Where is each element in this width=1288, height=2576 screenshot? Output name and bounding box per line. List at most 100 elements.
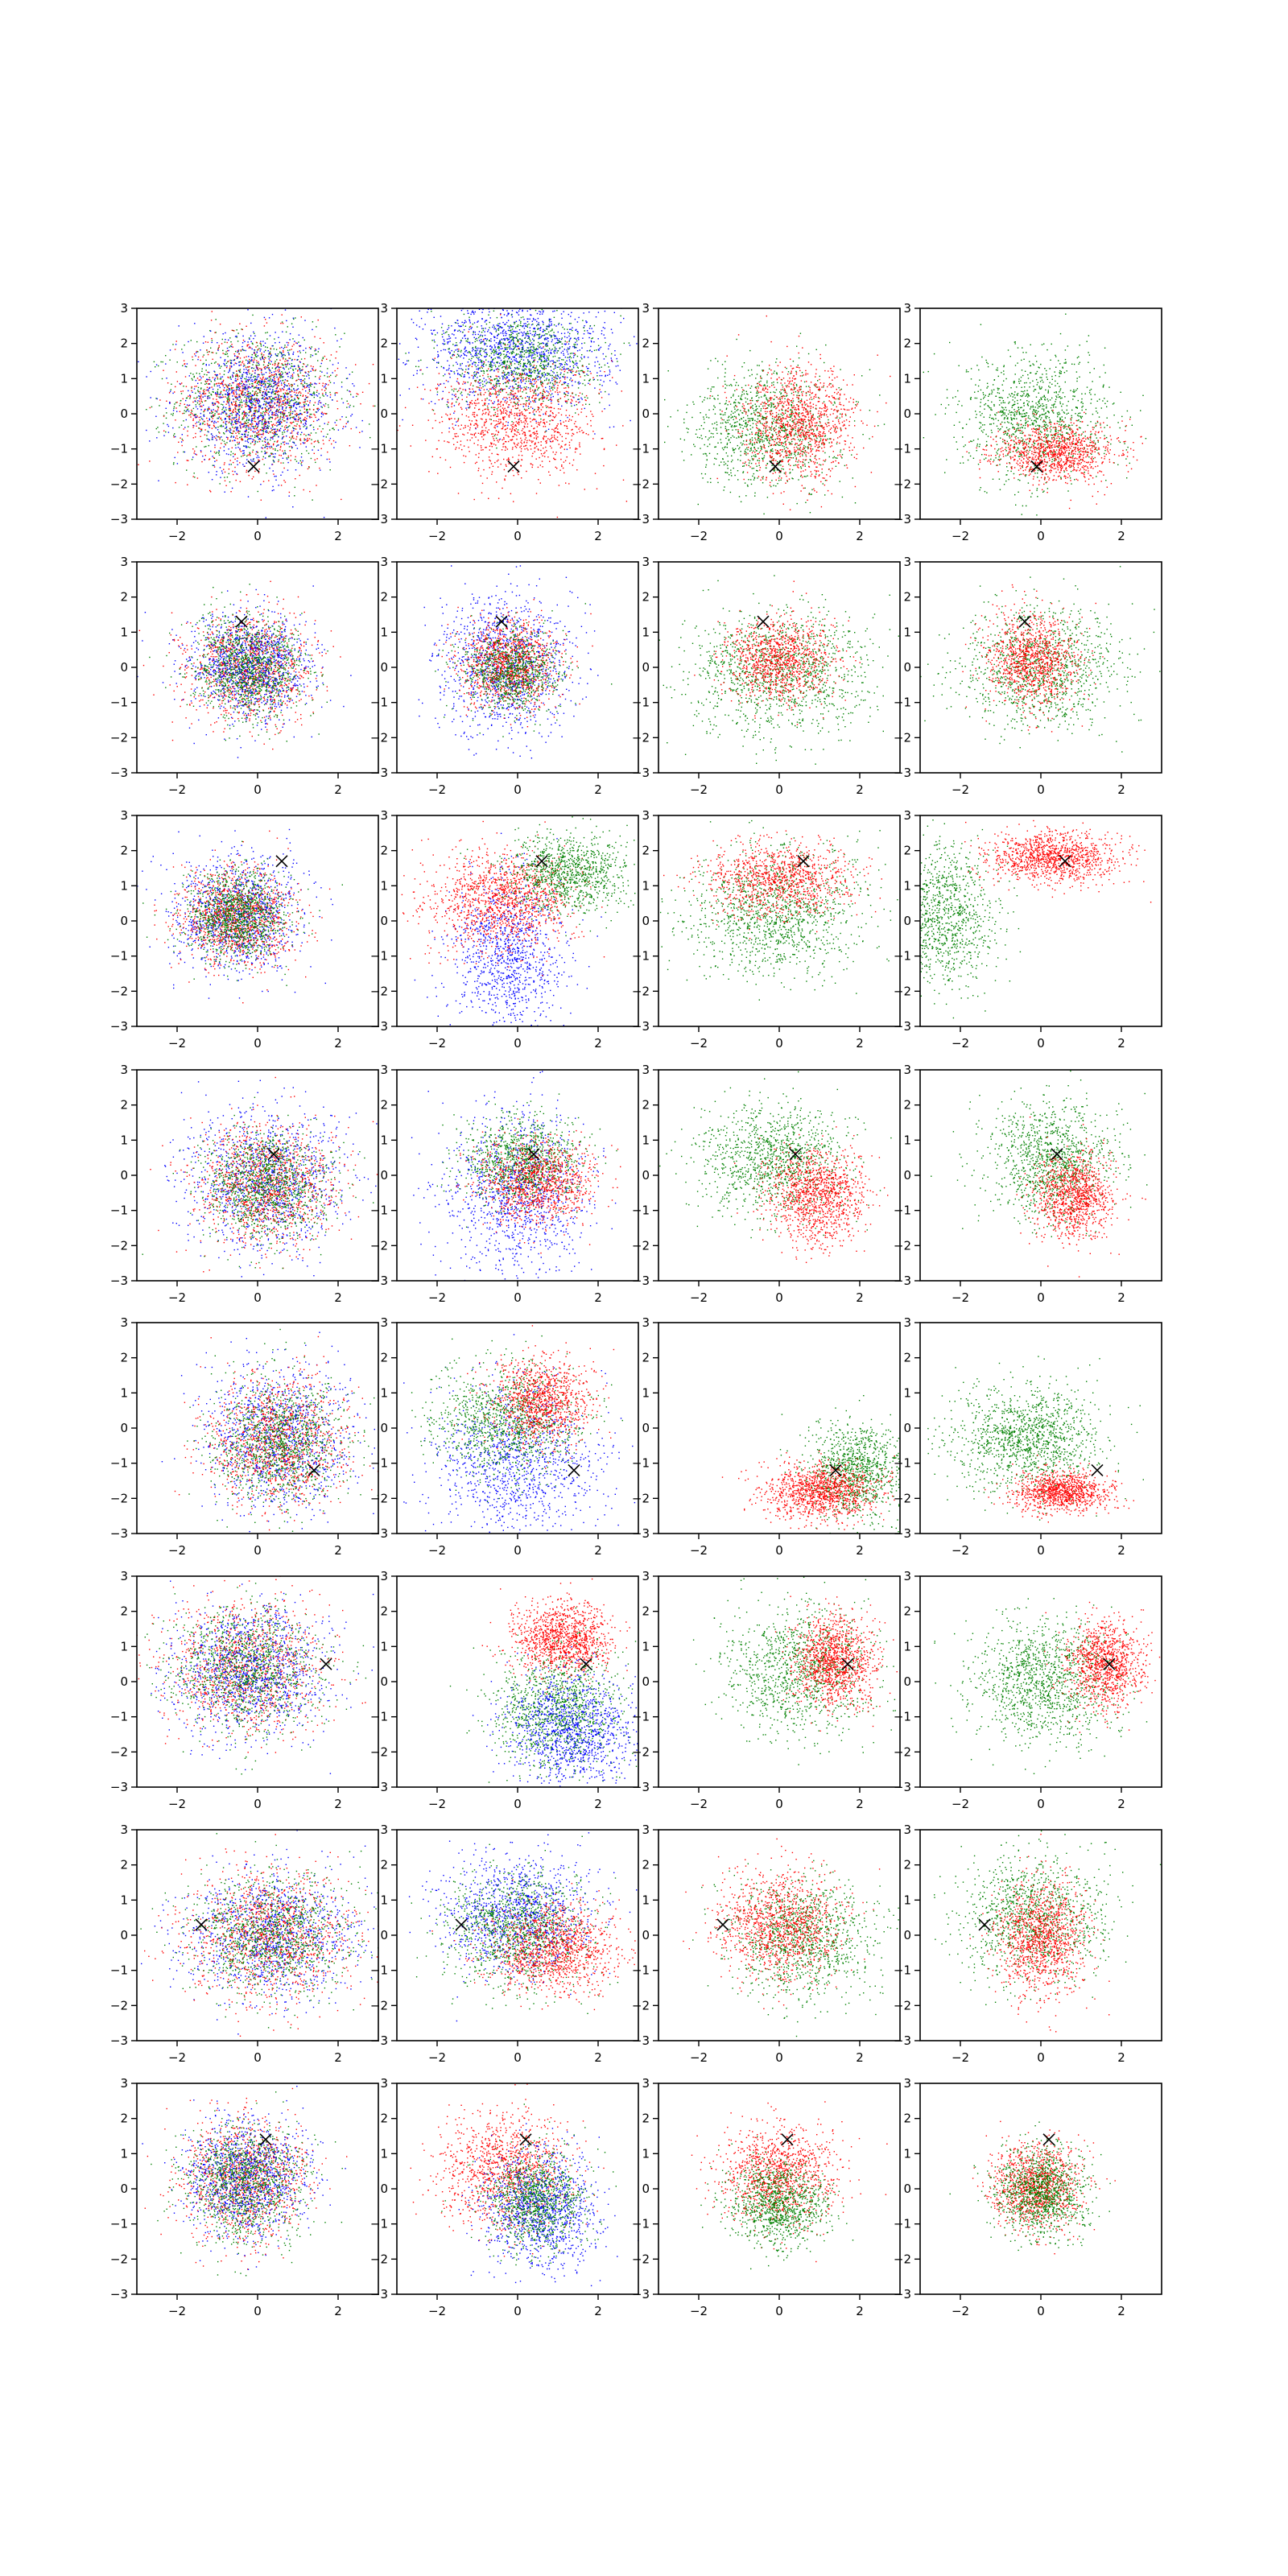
point — [287, 350, 288, 351]
point — [300, 434, 301, 435]
point — [311, 414, 312, 415]
point — [177, 361, 178, 362]
point — [245, 384, 246, 385]
point — [264, 401, 265, 402]
point — [239, 449, 240, 450]
point — [230, 423, 231, 424]
point — [329, 360, 330, 361]
point — [265, 332, 266, 333]
point — [313, 391, 314, 392]
point — [201, 401, 202, 402]
point — [545, 337, 546, 338]
point — [552, 340, 553, 341]
point — [221, 412, 222, 413]
point — [289, 388, 290, 389]
point — [242, 329, 243, 330]
point — [286, 407, 287, 408]
point — [291, 385, 292, 386]
point — [216, 374, 217, 375]
point — [295, 380, 296, 381]
point — [290, 432, 291, 433]
point — [247, 309, 248, 310]
point — [434, 340, 435, 341]
point — [497, 368, 498, 369]
point — [275, 431, 276, 432]
point — [268, 362, 269, 363]
point — [248, 442, 249, 443]
point — [243, 383, 244, 384]
point — [243, 400, 244, 401]
point — [248, 387, 249, 388]
point — [306, 428, 307, 429]
point — [284, 450, 285, 451]
point — [616, 365, 617, 366]
point — [494, 340, 495, 341]
point — [415, 338, 416, 339]
point — [310, 382, 311, 383]
point — [496, 362, 497, 363]
point — [502, 348, 503, 349]
point — [289, 425, 290, 426]
point — [232, 422, 233, 423]
point — [281, 371, 282, 372]
point — [244, 378, 245, 379]
point — [272, 375, 273, 376]
point — [288, 354, 289, 355]
point — [284, 386, 285, 387]
point — [209, 424, 210, 425]
point — [528, 387, 529, 388]
point — [272, 439, 273, 440]
y-tick-label: −3 — [110, 512, 128, 526]
point — [214, 380, 215, 381]
point — [276, 377, 277, 378]
point — [282, 374, 283, 375]
point — [313, 421, 314, 422]
point — [232, 418, 233, 419]
point — [502, 333, 503, 334]
point — [464, 355, 465, 356]
point — [248, 381, 249, 382]
point — [231, 379, 232, 380]
point — [287, 352, 288, 353]
point — [479, 352, 480, 353]
point — [265, 383, 266, 384]
point — [258, 387, 259, 388]
point — [443, 391, 444, 392]
point — [577, 337, 578, 338]
point — [538, 318, 539, 319]
point — [544, 361, 545, 362]
point — [219, 416, 220, 417]
point — [235, 454, 236, 455]
point — [237, 397, 238, 398]
point — [443, 343, 444, 344]
point — [285, 372, 286, 373]
point — [252, 381, 253, 382]
point — [270, 417, 271, 418]
point — [220, 357, 221, 358]
point — [575, 354, 576, 355]
point — [295, 426, 296, 427]
point — [348, 421, 349, 422]
point — [250, 341, 251, 342]
point — [293, 418, 294, 419]
point — [408, 360, 409, 361]
point — [285, 379, 286, 380]
point — [291, 390, 292, 391]
point — [489, 332, 490, 333]
point — [193, 425, 194, 426]
point — [292, 400, 293, 401]
point — [223, 422, 224, 423]
point — [271, 400, 272, 401]
point — [544, 376, 545, 377]
point — [263, 398, 264, 399]
point — [541, 367, 542, 368]
point — [288, 383, 289, 384]
point — [295, 456, 296, 457]
point — [283, 417, 284, 418]
point — [304, 438, 305, 439]
point — [290, 333, 291, 334]
point — [247, 390, 248, 391]
point — [511, 359, 512, 360]
point — [264, 412, 265, 413]
point — [293, 416, 294, 417]
